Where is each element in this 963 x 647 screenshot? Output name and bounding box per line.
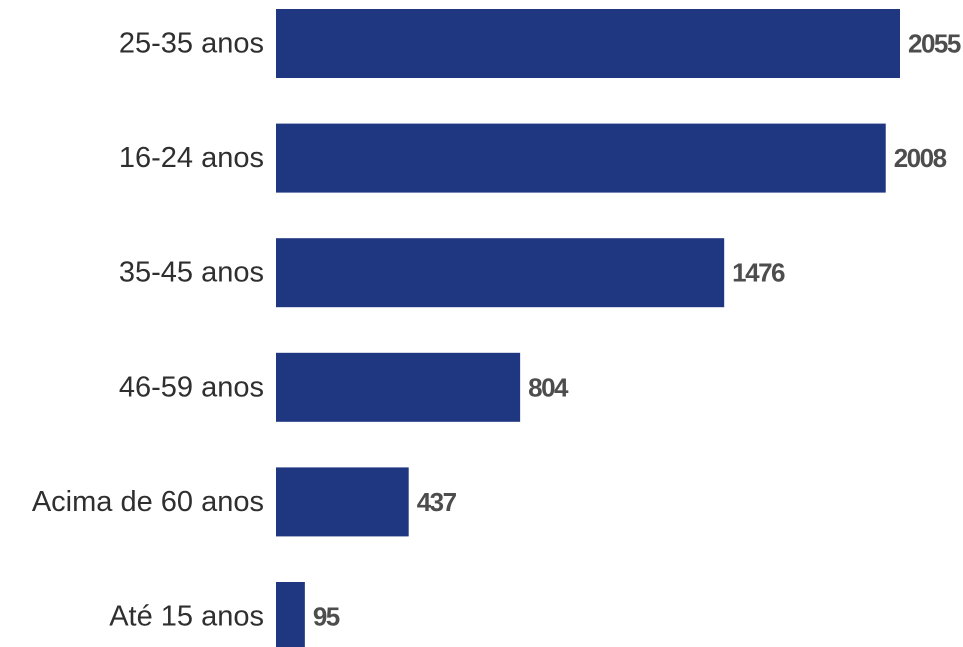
value-labels: 2055 2008 1476 804 437 95 <box>313 29 963 632</box>
category-label: 46-59 anos <box>119 371 264 403</box>
bar <box>276 352 521 422</box>
category-labels: 25-35 anos 16-24 anos 35-45 anos 46-59 anos… <box>32 28 264 633</box>
bar <box>276 467 409 537</box>
category-label: 25-35 anos <box>119 28 264 60</box>
value-label: 804 <box>528 372 569 402</box>
category-label: 16-24 anos <box>119 142 264 174</box>
category-label: Até 15 anos <box>109 601 264 633</box>
value-label: 95 <box>313 602 340 632</box>
category-label: 35-45 anos <box>119 257 264 289</box>
bar <box>276 123 886 193</box>
value-label: 2008 <box>894 143 947 173</box>
bars <box>276 9 900 647</box>
value-label: 2055 <box>908 29 961 59</box>
bar <box>276 9 900 78</box>
category-label: Acima de 60 anos <box>32 486 264 518</box>
value-label: 1476 <box>732 258 785 288</box>
bar <box>276 582 305 647</box>
value-label: 437 <box>417 487 457 517</box>
bar <box>276 238 725 308</box>
